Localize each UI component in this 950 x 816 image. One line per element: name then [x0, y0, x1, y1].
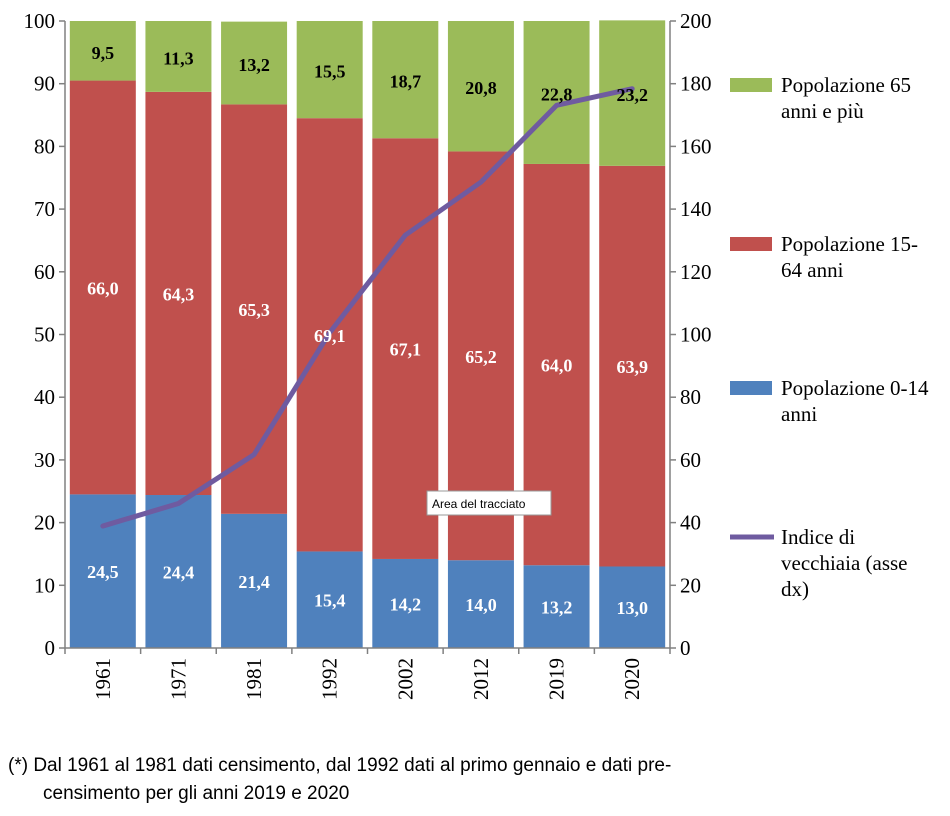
y-left-tick-label: 40	[34, 385, 55, 409]
x-tick-label: 2020	[620, 658, 644, 700]
data-labels-layer: 24,5 66,0 9,5 24,4 64,3 11,3 21,4 65,3 13,2 15,4 6…	[87, 43, 648, 618]
bar-segment	[69, 21, 136, 81]
bar-segment	[221, 513, 288, 648]
legend-label: 64 anni	[781, 258, 844, 282]
y-left-tick-label: 50	[34, 323, 55, 347]
bar-segment	[69, 80, 136, 495]
y-left-tick-label: 20	[34, 511, 55, 535]
data-label: 64,0	[541, 356, 573, 376]
data-label: 18,7	[390, 72, 422, 92]
y-right-tick-label: 40	[680, 511, 701, 535]
bar-segment	[599, 165, 666, 567]
bar-segment	[145, 21, 212, 92]
legend-label: Popolazione 15-	[781, 232, 918, 256]
bar-segment	[221, 104, 288, 514]
data-label: 21,4	[238, 572, 270, 592]
legend-label: anni	[781, 402, 817, 426]
y-right-tick-label: 80	[680, 385, 701, 409]
y-right-tick-label: 120	[680, 260, 712, 284]
y-left-tick-label: 60	[34, 260, 55, 284]
legend-label: Indice di	[781, 525, 855, 549]
y-left-tick-label: 10	[34, 573, 55, 597]
x-tick-label: 1961	[91, 658, 115, 700]
legend-label: anni e più	[781, 99, 864, 123]
y-right-tick-label: 60	[680, 448, 701, 472]
tooltip-box	[426, 490, 552, 516]
y-left-tick-label: 100	[24, 9, 56, 33]
data-label: 13,2	[541, 598, 573, 618]
footnote: (*) Dal 1961 al 1981 dati censimento, da…	[8, 752, 938, 808]
tooltip-text: Area del tracciato	[432, 497, 526, 511]
data-label: 11,3	[163, 48, 194, 68]
bar-segment	[372, 21, 439, 139]
bar-segment	[221, 21, 288, 105]
data-label: 24,4	[163, 563, 195, 583]
data-label: 15,4	[314, 591, 346, 611]
x-tick-label: 1981	[242, 658, 266, 700]
y-right-tick-label: 20	[680, 573, 701, 597]
data-label: 64,3	[163, 284, 195, 304]
data-label: 13,2	[238, 55, 270, 75]
y-right-tick-label: 200	[680, 9, 712, 33]
bar-segment	[145, 91, 212, 496]
y-left-tick-label: 80	[34, 134, 55, 158]
bar-segment	[523, 565, 590, 648]
data-label: 63,9	[616, 357, 648, 377]
axes-layer: 1961 1971 1981 1992 2002 2012 2019 202001020304…	[24, 9, 712, 700]
x-tick-label: 2002	[393, 658, 417, 700]
bar-segment	[599, 566, 666, 648]
data-label: 23,2	[616, 85, 648, 105]
x-tick-label: 2019	[545, 658, 569, 700]
bar-segment	[145, 495, 212, 648]
footnote-line-2: censimento per gli anni 2019 e 2020	[43, 783, 350, 804]
data-label: 13,0	[616, 598, 648, 618]
chart: 1961 1971 1981 1992 2002 2012 2019 202001020304…	[24, 9, 930, 700]
y-right-tick-label: 0	[680, 636, 691, 660]
y-left-tick-label: 0	[45, 636, 56, 660]
legend-label: Popolazione 0-14	[781, 376, 929, 400]
legend-label: Popolazione 65	[781, 73, 911, 97]
data-label: 65,2	[465, 347, 497, 367]
data-label: 9,5	[92, 43, 115, 63]
data-label: 20,8	[465, 78, 497, 98]
data-label: 69,1	[314, 326, 346, 346]
y-left-tick-label: 30	[34, 448, 55, 472]
bar-segment	[296, 551, 363, 648]
indice-vecchiaia-line	[100, 86, 635, 529]
legend-swatch	[730, 381, 772, 395]
data-label: 65,3	[238, 300, 270, 320]
legend-label: dx)	[781, 577, 809, 601]
bar-segment	[372, 138, 439, 559]
legend-swatch	[730, 78, 772, 92]
footnote-line-1: (*) Dal 1961 al 1981 dati censimento, da…	[8, 755, 672, 776]
y-left-tick-label: 90	[34, 72, 55, 96]
x-tick-label: 1992	[318, 658, 342, 700]
bar-segment	[523, 21, 590, 164]
bar-segment	[447, 21, 514, 152]
data-label: 24,5	[87, 562, 119, 582]
y-right-tick-label: 180	[680, 72, 712, 96]
line-layer	[100, 86, 635, 529]
bar-segment	[296, 21, 363, 119]
bar-segment	[372, 558, 439, 648]
plot-area-tooltip: Area del tracciato	[426, 490, 552, 516]
y-right-tick-label: 140	[680, 197, 712, 221]
y-left-tick-label: 70	[34, 197, 55, 221]
bars-layer	[69, 20, 666, 648]
y-right-tick-label: 160	[680, 134, 712, 158]
data-label: 15,5	[314, 62, 346, 82]
x-tick-label: 1971	[166, 658, 190, 700]
bar-segment	[447, 560, 514, 648]
data-label: 14,2	[390, 594, 422, 614]
data-label: 66,0	[87, 278, 119, 298]
x-tick-label: 2012	[469, 658, 493, 700]
y-right-tick-label: 100	[680, 323, 712, 347]
legend-swatch	[730, 237, 772, 251]
legend-label: vecchiaia (asse	[781, 551, 908, 575]
data-label: 14,0	[465, 595, 497, 615]
data-label: 22,8	[541, 84, 573, 104]
data-label: 67,1	[390, 340, 422, 360]
